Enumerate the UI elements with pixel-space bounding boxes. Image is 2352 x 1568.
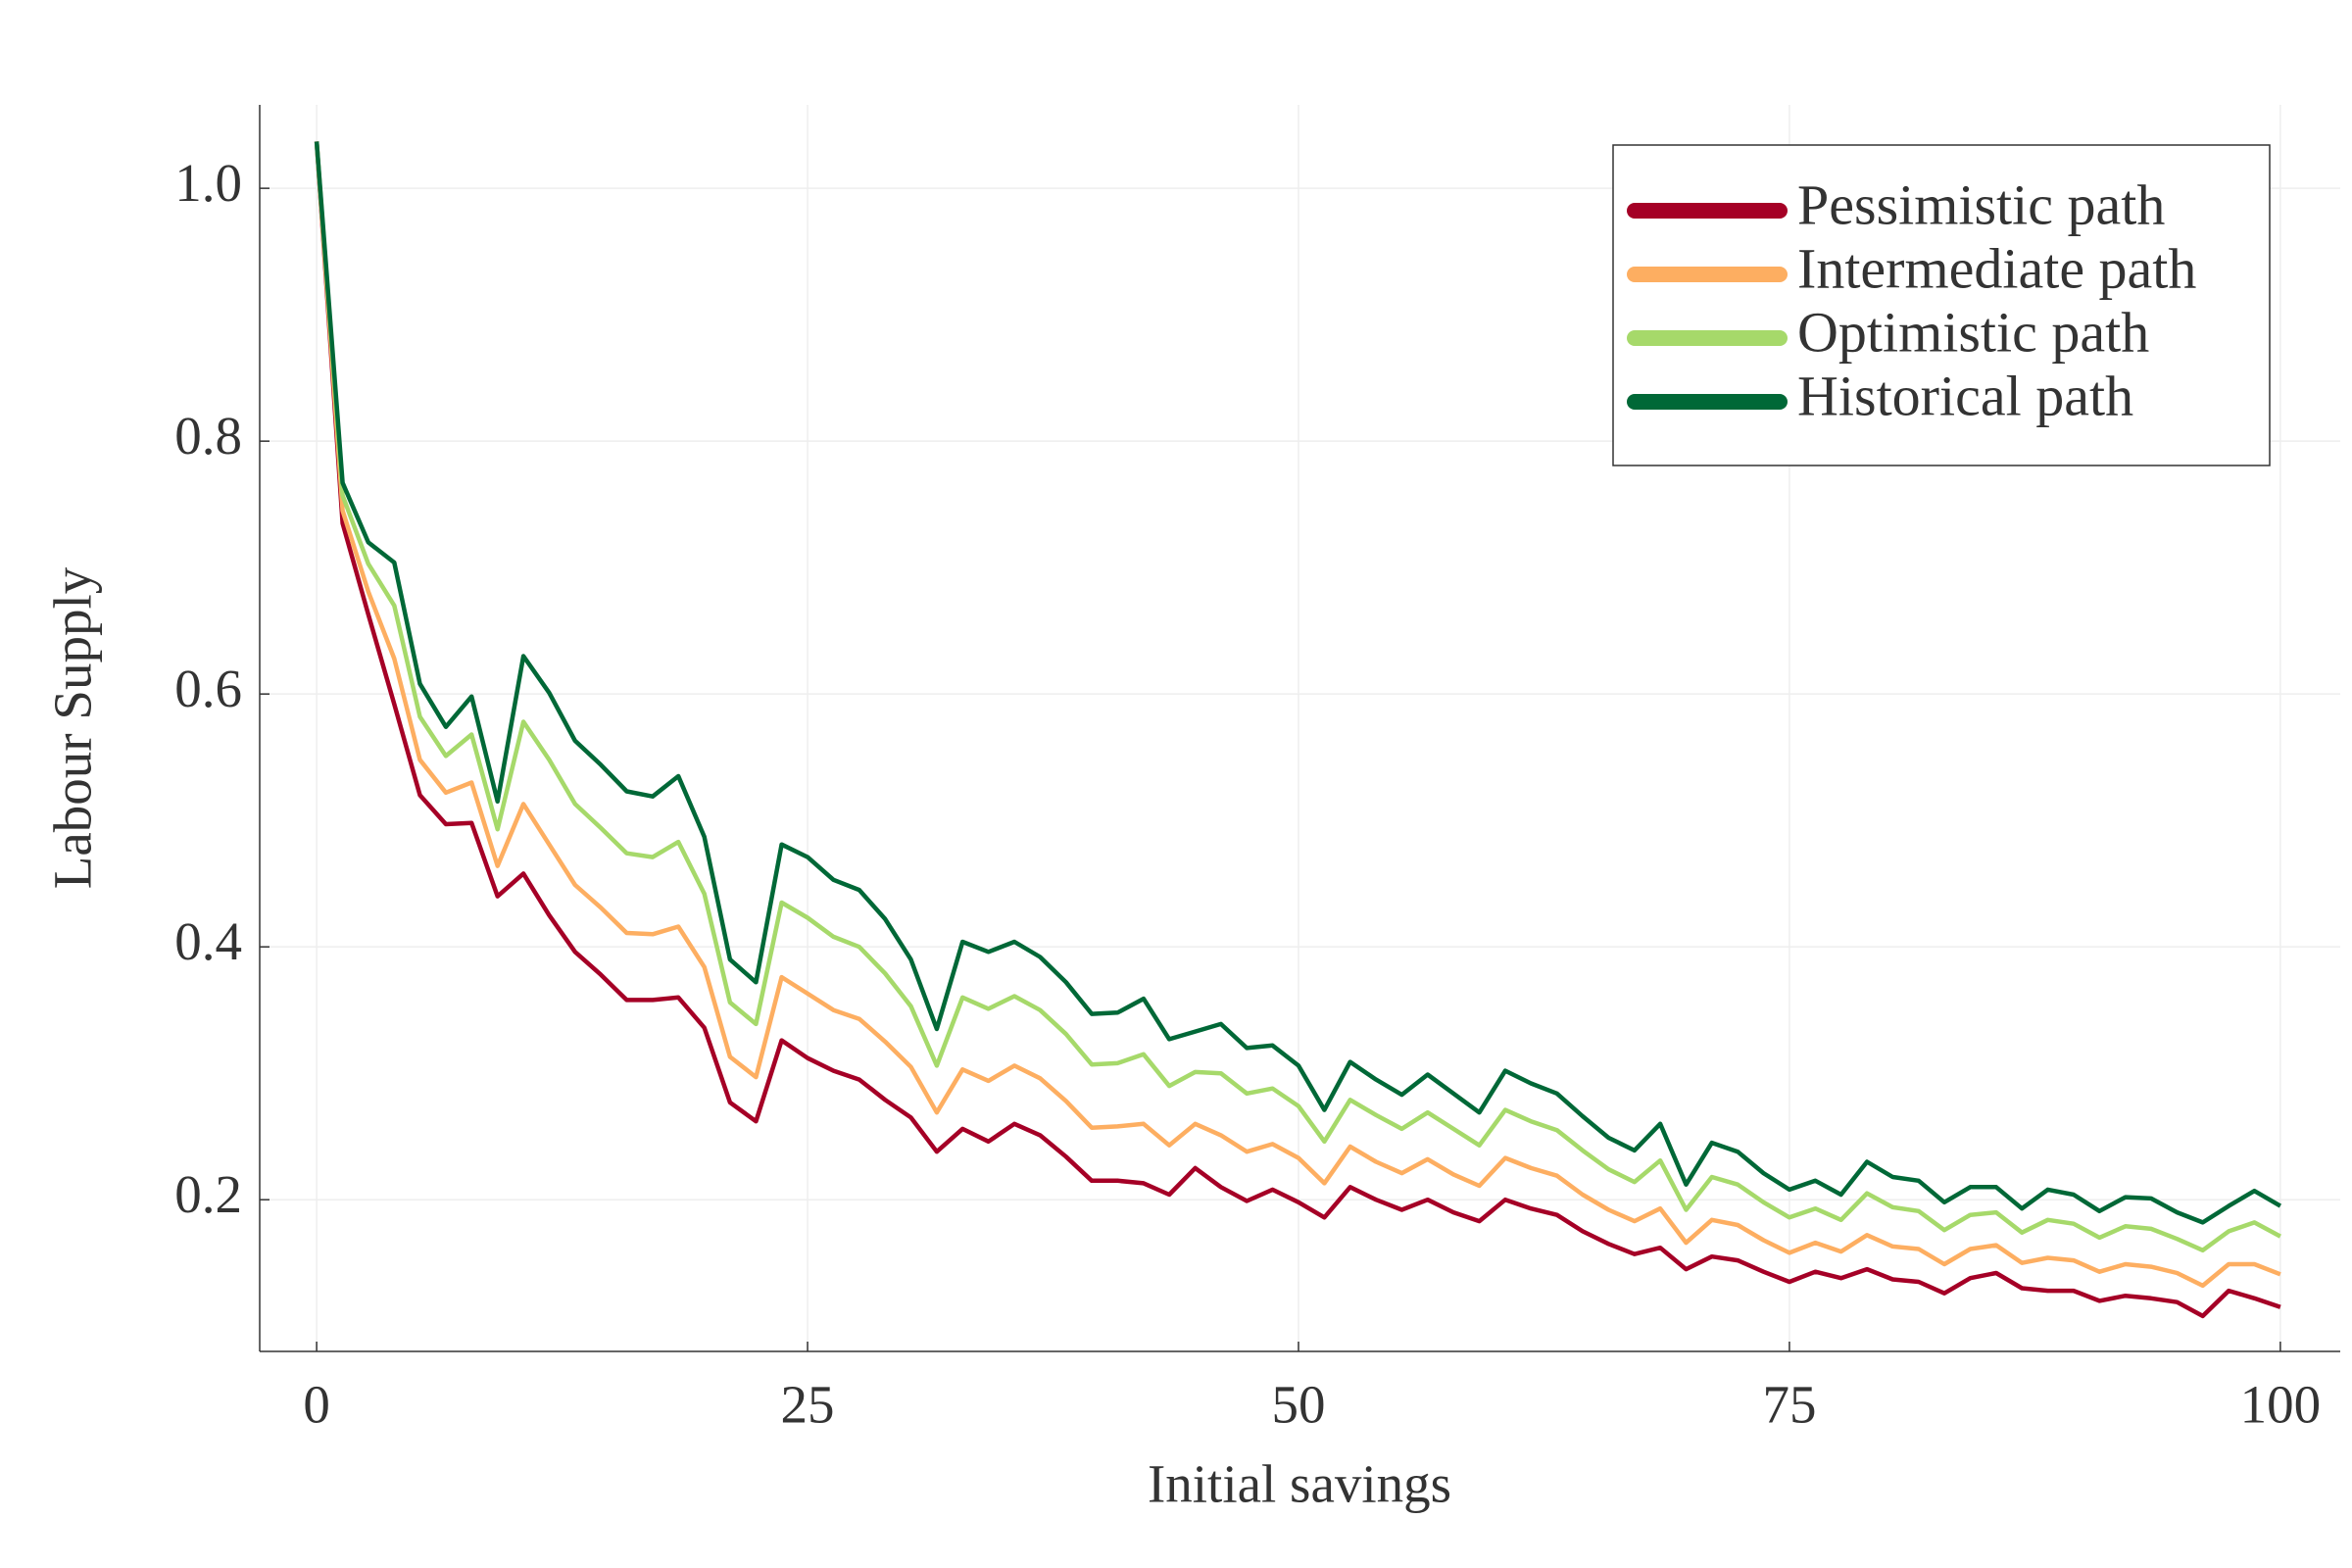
y-tick-label: 0.6 <box>174 659 242 718</box>
legend-label: Optimistic path <box>1797 300 2149 364</box>
legend-box <box>1612 144 2271 466</box>
x-tick-label: 0 <box>303 1375 330 1435</box>
y-tick-label: 0.8 <box>174 406 242 466</box>
x-axis-label: Initial savings <box>1148 1454 1451 1514</box>
series-line <box>314 141 2282 1225</box>
y-tick-label: 0.4 <box>174 911 242 971</box>
series-line <box>314 141 2281 1289</box>
y-tick-label: 1.0 <box>174 153 242 213</box>
x-tick-label: 75 <box>1762 1375 1816 1435</box>
y-tick-label: 0.2 <box>174 1164 242 1224</box>
x-tick-label: 50 <box>1271 1375 1325 1435</box>
legend-label: Intermediate path <box>1797 236 2196 300</box>
series-line <box>314 141 2281 1319</box>
x-tick-label: 100 <box>2240 1375 2322 1435</box>
legend-label: Pessimistic path <box>1797 172 2165 236</box>
legend-label: Historical path <box>1797 364 2133 427</box>
series-line <box>314 141 2281 1253</box>
y-axis-label: Labour Supply <box>43 566 103 889</box>
x-tick-label: 25 <box>781 1375 835 1435</box>
